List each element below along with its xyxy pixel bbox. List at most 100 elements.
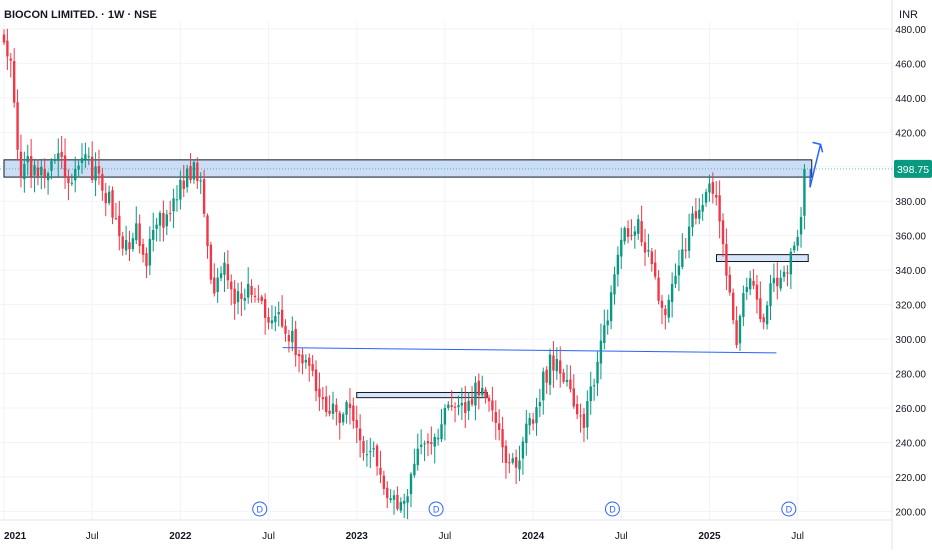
candle-body [528, 417, 531, 426]
time-axis[interactable]: 2021 Jul 2022 Jul 2023 Jul 2024 Jul 2025 Jul [4, 531, 804, 542]
price-tick-label: 460.00 [895, 59, 926, 70]
candle-body [355, 419, 358, 428]
last-price-tag [894, 159, 932, 178]
candle-body [270, 320, 274, 324]
price-axis[interactable]: 200.00 220.00 240.00 260.00 280.00 300.00 320.… [895, 25, 926, 518]
dividend-marker[interactable]: D [252, 501, 268, 517]
dividend-marker-circle [428, 501, 444, 517]
candle-body [436, 437, 440, 440]
time-tick-label: Jul [439, 531, 452, 542]
dividend-marker-circle [604, 501, 620, 517]
candle-body [287, 335, 291, 342]
candle-body [304, 359, 308, 363]
dividend-marker[interactable]: D [428, 501, 444, 517]
candle-body [369, 451, 372, 453]
symbol-title[interactable]: BIOCON LIMITED. · 1W · NSE [4, 9, 157, 21]
candle-body [392, 495, 396, 500]
dividend-marker-label: D [256, 505, 263, 515]
price-tick-label: 240.00 [895, 438, 926, 449]
candle-body [504, 445, 508, 464]
candle-body [542, 371, 545, 401]
candle-body [138, 223, 141, 246]
candle-body [403, 500, 406, 504]
price-tick-label: 280.00 [895, 370, 926, 381]
candle-body [23, 163, 26, 180]
candle-body [84, 154, 87, 160]
candle-body [263, 299, 267, 318]
candle-body [46, 173, 50, 181]
candle-body [260, 296, 263, 301]
candle-body [182, 180, 185, 189]
candle-body [280, 309, 284, 327]
candle-body [128, 242, 131, 250]
candle-body [209, 244, 213, 280]
candle-body [762, 317, 765, 323]
candle-body [365, 454, 369, 456]
candle-body [36, 167, 40, 177]
candle-body [311, 364, 314, 371]
candle-body [701, 205, 704, 212]
candle-body [145, 253, 148, 267]
candle-body [501, 429, 504, 448]
candle-body [12, 61, 16, 103]
overlay-layer [809, 141, 824, 188]
candle-body [518, 460, 521, 470]
candle-body [765, 305, 769, 325]
candle-body [464, 402, 467, 414]
dividend-marker[interactable]: D [781, 501, 797, 517]
candle-body [481, 387, 484, 395]
candle-body [674, 275, 677, 285]
candle-body [325, 396, 328, 413]
currency-label[interactable]: INR [899, 9, 918, 21]
dividend-marker-label: D [433, 505, 440, 515]
candle-body [352, 405, 355, 421]
candle-body [19, 151, 23, 177]
dividend-marker[interactable]: D [604, 501, 620, 517]
candle-body [80, 158, 84, 164]
candle-body [314, 369, 318, 392]
candle-body [599, 340, 603, 364]
candle-body [752, 280, 755, 286]
candle-body [497, 423, 501, 430]
candle-body [97, 166, 101, 174]
candle-body [467, 400, 470, 411]
candle-body [704, 192, 708, 203]
price-tick-label: 320.00 [895, 301, 926, 312]
candle-body [769, 283, 772, 307]
price-tick-label: 260.00 [895, 404, 926, 415]
candle-body [348, 403, 352, 408]
candle-body [586, 401, 589, 428]
candle-body [779, 277, 782, 289]
candle-body [609, 292, 613, 322]
candle-body [443, 407, 447, 425]
candle-body [413, 463, 416, 476]
candle-body [331, 403, 335, 414]
candle-body [185, 168, 189, 188]
candle-body [796, 236, 799, 246]
candle-body [433, 437, 436, 447]
time-tick-label: 2021 [4, 531, 27, 542]
candle-body [104, 192, 107, 204]
candle-body [694, 211, 698, 219]
candle-body [124, 240, 128, 251]
candle-body [277, 312, 280, 315]
candle-body [236, 291, 240, 303]
candle-body [748, 278, 752, 290]
candle-body [447, 404, 450, 408]
candle-body [511, 458, 514, 463]
candle-body [474, 382, 477, 406]
candle-body [487, 397, 491, 402]
candle-body [396, 494, 399, 509]
grid-layer [0, 0, 893, 550]
candle-body [440, 424, 443, 440]
candle-body [29, 156, 33, 177]
candle-body [620, 239, 623, 257]
candle-body [562, 372, 565, 382]
candle-body [491, 400, 494, 411]
candle-body [121, 236, 124, 249]
candle-body [535, 407, 538, 424]
candle-body [640, 221, 643, 243]
candle-body [728, 274, 731, 293]
